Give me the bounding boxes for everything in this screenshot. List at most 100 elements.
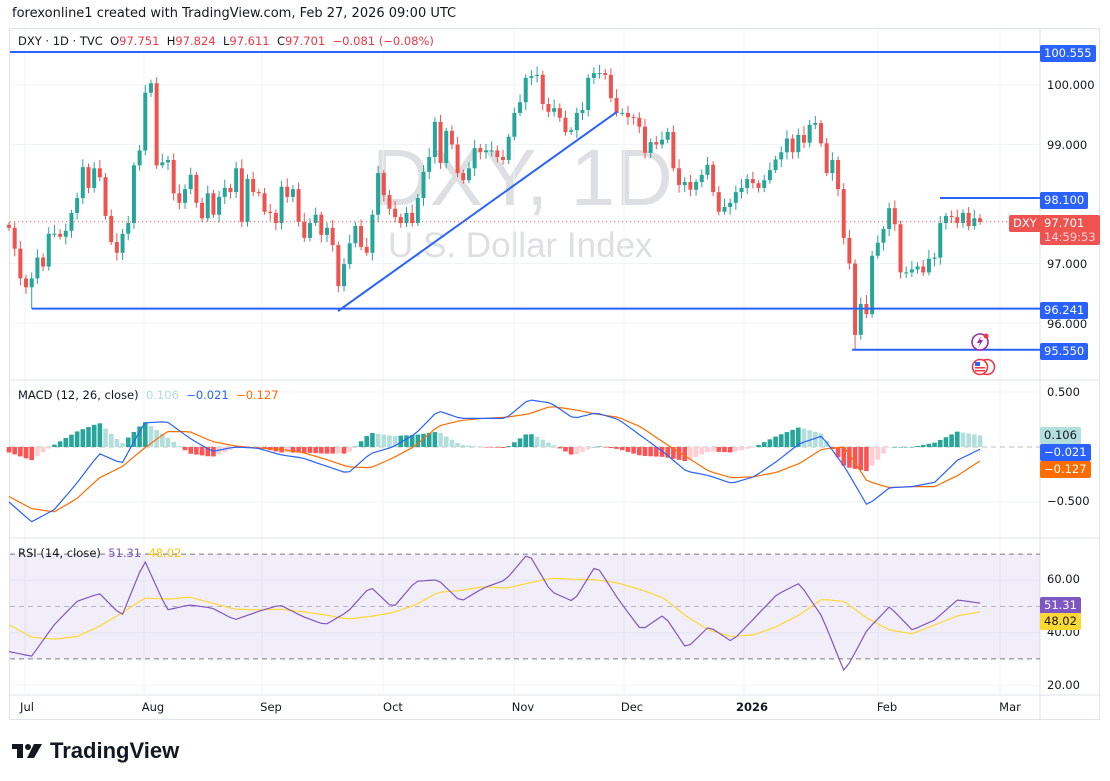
macd-histogram-bar bbox=[597, 446, 602, 447]
candle-up bbox=[188, 174, 193, 190]
candle-up bbox=[580, 109, 585, 113]
candle-up bbox=[552, 108, 557, 112]
price-tick: 97.000 bbox=[1047, 257, 1088, 271]
candle-down bbox=[381, 173, 386, 196]
macd-histogram-bar bbox=[421, 433, 426, 447]
candle-down bbox=[336, 245, 341, 287]
macd-histogram-bar bbox=[773, 436, 778, 447]
macd-histogram-bar bbox=[699, 447, 705, 455]
macd-histogram-bar bbox=[74, 431, 80, 447]
candle-up bbox=[63, 230, 68, 237]
candle-up bbox=[881, 228, 886, 243]
macd-histogram-bar bbox=[602, 447, 608, 448]
macd-histogram-bar bbox=[364, 436, 370, 447]
macd-histogram-bar bbox=[137, 426, 142, 447]
candle-up bbox=[421, 171, 426, 199]
candle-up bbox=[660, 139, 665, 145]
macd-histogram-bar bbox=[103, 428, 108, 447]
macd-histogram-bar bbox=[858, 447, 864, 470]
candle-down bbox=[273, 212, 278, 224]
rsi-ma-line bbox=[8, 577, 981, 640]
price-tick: 96.000 bbox=[1047, 317, 1088, 331]
macd-histogram-bar bbox=[517, 438, 523, 447]
candle-up bbox=[160, 162, 165, 166]
macd-histogram-bar bbox=[23, 447, 29, 459]
candle-up bbox=[489, 150, 494, 152]
macd-histogram-bar bbox=[114, 439, 120, 447]
candle-down bbox=[756, 183, 761, 188]
macd-histogram-bar bbox=[875, 447, 881, 460]
macd-histogram-bar bbox=[540, 439, 546, 447]
events-icons[interactable] bbox=[968, 331, 1002, 377]
macd-histogram-bar bbox=[120, 443, 125, 447]
macd-title[interactable]: MACD (12, 26, close) bbox=[18, 388, 139, 402]
candle-down bbox=[949, 215, 954, 218]
hline-label-98100: 98.100 bbox=[1040, 192, 1089, 209]
macd-histogram-bar bbox=[898, 447, 903, 448]
candle-up bbox=[404, 212, 409, 224]
us-flag-event-icon[interactable] bbox=[971, 358, 996, 376]
macd-tag: −0.021 bbox=[1040, 444, 1091, 461]
macd-signal-value: −0.127 bbox=[236, 388, 279, 402]
candle-up bbox=[535, 74, 540, 77]
low-value: 97.611 bbox=[229, 34, 270, 48]
candle-down bbox=[716, 192, 721, 212]
x-tick-mar: Mar bbox=[999, 700, 1021, 714]
macd-histogram-bar bbox=[86, 427, 91, 447]
symbol-price-tag: DXY bbox=[1009, 215, 1041, 232]
candle-up bbox=[279, 186, 284, 224]
candle-down bbox=[501, 156, 506, 160]
candle-up bbox=[858, 303, 863, 335]
candle-up bbox=[597, 73, 602, 75]
candle-down bbox=[438, 121, 443, 163]
symbol-label[interactable]: DXY · 1D · TVC bbox=[18, 34, 103, 48]
candle-up bbox=[529, 76, 534, 78]
macd-histogram-bar bbox=[381, 434, 387, 447]
macd-histogram-bar bbox=[671, 447, 676, 459]
candle-down bbox=[109, 215, 114, 243]
rsi-title[interactable]: RSI (14, close) bbox=[18, 546, 101, 560]
macd-histogram-bar bbox=[324, 447, 330, 454]
macd-histogram-bar bbox=[881, 447, 886, 454]
macd-histogram-bar bbox=[307, 447, 313, 453]
macd-histogram-bar bbox=[926, 443, 932, 447]
macd-histogram-bar bbox=[69, 434, 74, 447]
macd-histogram-bar bbox=[63, 438, 69, 447]
candle-down bbox=[841, 189, 846, 238]
price-tick: 100.000 bbox=[1047, 78, 1095, 92]
candle-down bbox=[892, 208, 897, 225]
macd-histogram-bar bbox=[903, 447, 909, 448]
macd-histogram-bar bbox=[478, 446, 483, 448]
credit-line: forexonline1 created with TradingView.co… bbox=[12, 6, 457, 21]
candle-up bbox=[512, 112, 517, 137]
candle-up bbox=[245, 179, 250, 222]
last-price-box: 97.701 14:59:53 bbox=[1040, 215, 1100, 245]
candle-up bbox=[722, 206, 727, 212]
macd-legend: MACD (12, 26, close) 0.106 −0.021 −0.127 bbox=[18, 388, 279, 402]
macd-histogram-bar bbox=[375, 433, 381, 447]
candle-down bbox=[211, 193, 216, 215]
candle-down bbox=[364, 246, 369, 253]
macd-histogram-bar bbox=[909, 447, 915, 448]
high-label: H bbox=[166, 34, 176, 48]
macd-histogram-bar bbox=[57, 441, 63, 447]
candle-up bbox=[926, 258, 931, 273]
macd-histogram-bar bbox=[977, 435, 983, 447]
candle-down bbox=[546, 104, 551, 112]
macd-histogram-bar bbox=[199, 447, 205, 456]
candle-down bbox=[614, 98, 619, 113]
open-value: 97.751 bbox=[119, 34, 160, 48]
candle-down bbox=[455, 144, 460, 174]
candle-down bbox=[540, 74, 545, 105]
candle-up bbox=[784, 138, 789, 153]
macd-histogram-bar bbox=[648, 447, 653, 457]
candle-up bbox=[353, 226, 358, 244]
tradingview-logo[interactable]: TradingView bbox=[12, 738, 179, 764]
macd-histogram-bar bbox=[392, 435, 398, 447]
lightning-event-icon[interactable] bbox=[971, 333, 989, 351]
macd-histogram-bar bbox=[160, 433, 165, 447]
macd-histogram-bar bbox=[91, 424, 97, 447]
macd-histogram-bar bbox=[727, 447, 733, 453]
macd-histogram-bar bbox=[319, 447, 324, 454]
